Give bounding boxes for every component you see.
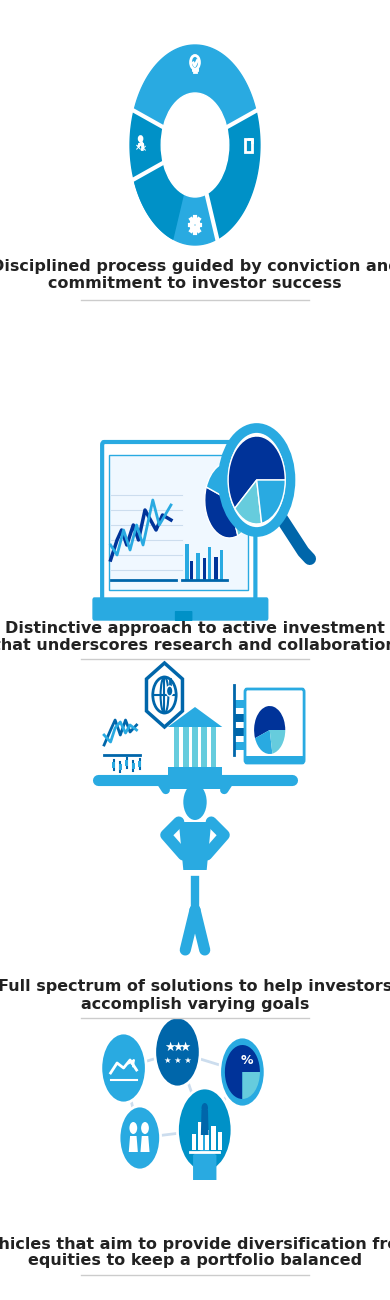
Circle shape — [141, 1122, 149, 1134]
Text: ×: × — [135, 143, 142, 152]
FancyBboxPatch shape — [102, 442, 255, 603]
Bar — [190, 560, 193, 580]
Bar — [183, 727, 188, 777]
Circle shape — [202, 1102, 208, 1113]
Wedge shape — [225, 1045, 260, 1098]
Polygon shape — [129, 1136, 138, 1152]
Text: that underscores research and collaboration: that underscores research and collaborat… — [0, 637, 390, 653]
Wedge shape — [254, 706, 285, 738]
Circle shape — [167, 686, 173, 696]
Bar — [132, 763, 135, 770]
Bar — [215, 556, 218, 580]
Polygon shape — [179, 822, 211, 870]
Text: accomplish varying goals: accomplish varying goals — [81, 997, 309, 1011]
Text: Distinctive approach to active investment: Distinctive approach to active investmen… — [5, 620, 385, 636]
Wedge shape — [255, 731, 272, 754]
Bar — [170, 775, 220, 783]
Bar — [192, 1134, 196, 1150]
FancyBboxPatch shape — [109, 455, 248, 590]
Polygon shape — [140, 1136, 149, 1152]
Bar — [168, 767, 222, 777]
Polygon shape — [134, 46, 256, 127]
Bar — [211, 727, 216, 777]
Bar — [203, 558, 206, 580]
Circle shape — [183, 784, 207, 820]
Text: Vehicles that aim to provide diversification from: Vehicles that aim to provide diversifica… — [0, 1236, 390, 1252]
Wedge shape — [235, 480, 262, 524]
Polygon shape — [168, 707, 222, 727]
Text: Full spectrum of solutions to help investors: Full spectrum of solutions to help inves… — [0, 979, 390, 994]
Polygon shape — [201, 1110, 209, 1135]
Wedge shape — [257, 480, 285, 524]
Text: %: % — [241, 1054, 253, 1067]
Bar — [208, 547, 211, 580]
Text: ★: ★ — [180, 1040, 191, 1053]
Wedge shape — [205, 488, 238, 538]
Circle shape — [155, 1017, 200, 1087]
Polygon shape — [134, 162, 217, 244]
FancyBboxPatch shape — [245, 689, 304, 763]
Bar — [244, 757, 305, 762]
Wedge shape — [229, 500, 254, 536]
Bar — [205, 1130, 209, 1150]
Bar — [234, 714, 260, 722]
Bar — [198, 1122, 203, 1151]
Bar — [234, 699, 269, 709]
Bar — [234, 742, 276, 750]
Bar — [166, 781, 224, 789]
Bar — [138, 760, 142, 767]
Circle shape — [177, 1088, 232, 1173]
Circle shape — [119, 1106, 161, 1170]
FancyBboxPatch shape — [93, 598, 268, 620]
Bar — [192, 727, 198, 777]
Text: equities to keep a portfolio balanced: equities to keep a portfolio balanced — [28, 1253, 362, 1269]
Bar — [218, 1132, 222, 1150]
Text: commitment to investor success: commitment to investor success — [48, 277, 342, 291]
Polygon shape — [147, 663, 183, 727]
Polygon shape — [207, 111, 260, 239]
Text: ×: × — [140, 144, 147, 153]
Text: ★: ★ — [164, 1040, 175, 1053]
Circle shape — [220, 1037, 265, 1108]
Wedge shape — [243, 1072, 260, 1098]
Bar — [234, 728, 266, 736]
Bar — [202, 727, 207, 777]
Circle shape — [129, 1122, 137, 1134]
Wedge shape — [206, 462, 254, 501]
Bar — [220, 550, 223, 580]
Polygon shape — [130, 111, 183, 239]
Bar — [119, 764, 122, 770]
Polygon shape — [193, 1135, 216, 1180]
Bar — [185, 545, 188, 580]
Bar — [211, 1126, 216, 1150]
Circle shape — [101, 1034, 146, 1102]
FancyBboxPatch shape — [175, 611, 192, 621]
Wedge shape — [269, 731, 285, 754]
Text: ★ ★ ★: ★ ★ ★ — [163, 1056, 191, 1065]
Text: Disciplined process guided by conviction and: Disciplined process guided by conviction… — [0, 260, 390, 274]
Circle shape — [223, 428, 291, 532]
Wedge shape — [228, 436, 285, 508]
Bar — [196, 552, 200, 580]
Text: ★: ★ — [172, 1040, 183, 1053]
Circle shape — [161, 94, 229, 198]
Bar — [125, 760, 128, 766]
Bar — [174, 727, 179, 777]
Bar — [112, 762, 115, 768]
